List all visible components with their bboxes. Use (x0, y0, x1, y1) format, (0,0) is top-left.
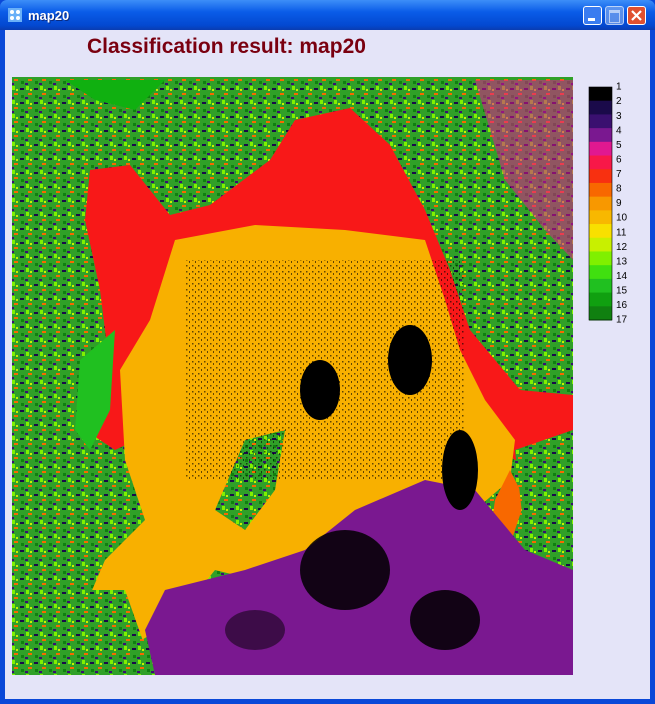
minimize-button[interactable] (583, 6, 602, 25)
colorbar-label: 17 (616, 315, 628, 326)
colorbar-swatch (589, 292, 612, 307)
colorbar-swatch (589, 128, 612, 143)
plot-title: Classification result: map20 (87, 35, 366, 58)
colorbar-swatch (589, 114, 612, 129)
colorbar-swatch (589, 196, 612, 211)
colorbar-label: 1 (616, 82, 622, 93)
window-title: map20 (28, 8, 70, 23)
colorbar-swatch (589, 210, 612, 225)
colorbar-swatch (589, 265, 612, 280)
close-icon (631, 10, 642, 21)
colorbar-label: 4 (616, 125, 622, 136)
colorbar-swatch (589, 100, 612, 115)
colorbar-swatch (589, 278, 612, 294)
title-bar: map20 (0, 0, 655, 30)
colorbar-swatch (589, 169, 612, 184)
colorbar-label: 10 (616, 213, 628, 224)
colorbar-label: 13 (616, 256, 628, 267)
colorbar-frame (588, 86, 613, 321)
colorbar-swatch (589, 155, 612, 170)
client-area: Classification result: map20 (5, 30, 650, 699)
colorbar-label: 11 (616, 227, 627, 238)
colorbar-label: 12 (616, 242, 628, 253)
colorbar-swatch (589, 182, 612, 198)
app-icon (8, 8, 22, 22)
colorbar-swatch (589, 87, 612, 102)
colorbar-label: 16 (616, 300, 628, 311)
colorbar-label: 6 (616, 154, 622, 165)
colorbar-label: 7 (616, 169, 622, 180)
colorbar-swatch (589, 251, 612, 266)
colorbar-label: 14 (616, 271, 628, 282)
maximize-button (605, 6, 624, 25)
colorbar-swatch (589, 141, 612, 157)
colorbar-label: 8 (616, 184, 622, 195)
close-button[interactable] (627, 6, 646, 25)
colorbar-label: 3 (616, 111, 622, 122)
classified-map (12, 77, 573, 675)
colorbar-swatch (589, 237, 612, 252)
colorbar-label: 9 (616, 198, 622, 209)
colorbar-swatch (589, 224, 612, 239)
colorbar-label: 2 (616, 96, 622, 107)
colorbar-label: 5 (616, 140, 622, 151)
colorbar-label: 15 (616, 286, 628, 297)
colorbar-swatch (589, 306, 612, 321)
